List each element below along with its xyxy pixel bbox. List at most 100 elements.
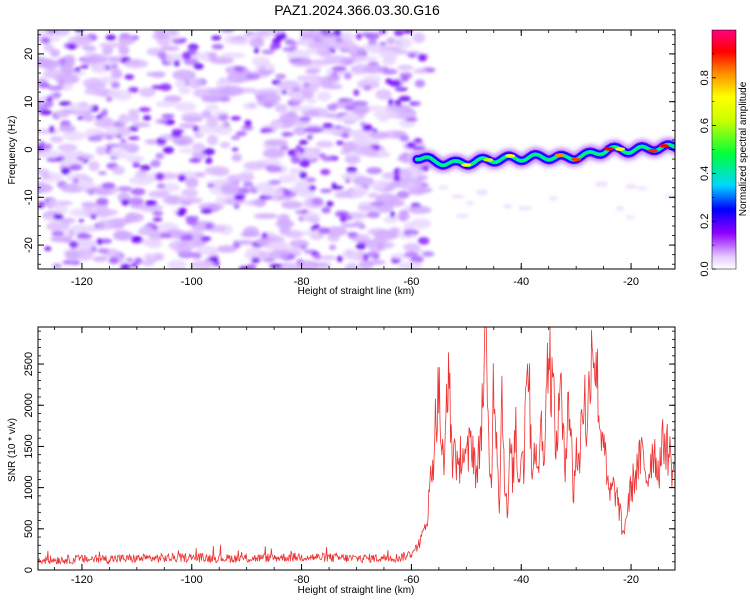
noise-blob [207, 134, 219, 146]
noise-blob [231, 147, 239, 152]
noise-blob [278, 174, 298, 184]
signal-hotspot [615, 147, 626, 151]
noise-blob [315, 140, 334, 148]
noise-blob [344, 154, 361, 165]
signal-hotspot [604, 147, 615, 151]
noise-blob [226, 73, 247, 84]
noise-blob [43, 43, 54, 52]
noise-blob [388, 79, 401, 87]
spectrogram-signal-trace [408, 136, 675, 174]
noise-blob [107, 90, 121, 98]
noise-blob [40, 37, 51, 44]
noise-blob [363, 75, 382, 82]
noise-blob [262, 148, 286, 159]
snr-ticks: -120 -100 -80 -60 -40 -20 0 500 1000 1500 2000 2500 [23, 327, 675, 586]
noise-blob [211, 35, 222, 41]
noise-blob [329, 244, 336, 250]
noise-blob [394, 87, 408, 92]
noise-blob [334, 191, 349, 199]
x-tick-label: -100 [181, 276, 203, 288]
noise-blob [306, 134, 313, 141]
noise-blob [159, 83, 172, 91]
noise-blob [69, 208, 88, 217]
noise-blob [151, 33, 170, 40]
noise-blob [46, 157, 59, 162]
noise-blob [277, 213, 290, 225]
noise-blob [421, 251, 435, 257]
noise-blob [46, 96, 53, 103]
noise-blob [291, 156, 301, 164]
noise-blob [161, 113, 175, 119]
noise-blob [105, 135, 114, 140]
noise-blob [108, 257, 119, 264]
noise-blob [304, 68, 321, 75]
noise-blob [156, 183, 166, 189]
noise-blob [393, 174, 401, 182]
noise-blob [82, 113, 95, 122]
x-tick-label: -40 [513, 574, 529, 586]
noise-blob [320, 188, 332, 193]
noise-blob [397, 212, 410, 221]
noise-blob [401, 75, 409, 82]
noise-blob [313, 223, 321, 229]
noise-blob [625, 215, 636, 219]
noise-blob [230, 135, 241, 140]
noise-blob [244, 33, 270, 41]
noise-blob [209, 57, 234, 64]
noise-blob [301, 110, 321, 117]
noise-blob [205, 223, 214, 230]
noise-blob [333, 125, 343, 130]
noise-blob [316, 91, 331, 102]
noise-blob [146, 71, 166, 77]
x-tick-label: -80 [294, 276, 310, 288]
noise-blob [219, 141, 231, 149]
noise-blob [267, 240, 287, 250]
noise-blob [406, 142, 416, 149]
noise-blob [55, 205, 68, 215]
noise-blob [366, 167, 383, 175]
noise-blob [253, 213, 279, 219]
noise-blob [283, 189, 293, 197]
colorbar-tick-label: 0.8 [699, 70, 711, 85]
noise-blob [101, 45, 113, 56]
noise-blob [69, 260, 81, 265]
noise-blob [77, 179, 95, 190]
noise-blob [50, 235, 72, 242]
snr-frame [37, 326, 676, 571]
noise-blob [375, 89, 392, 100]
noise-blob [117, 186, 132, 192]
noise-blob [47, 30, 57, 34]
noise-blob [215, 79, 232, 88]
spectrogram-x-axis-label: Height of straight line (km) [298, 286, 415, 297]
noise-blob [120, 263, 131, 269]
noise-blob [205, 157, 213, 165]
noise-blob [327, 73, 341, 84]
noise-blob [68, 102, 93, 112]
noise-blob [407, 53, 417, 58]
colorbar-tick-label: 0.4 [699, 166, 711, 181]
noise-blob [117, 126, 131, 137]
noise-blob [144, 200, 155, 207]
signal-trace-layer [415, 143, 675, 167]
noise-blob [98, 171, 107, 176]
noise-blob [476, 189, 489, 196]
noise-blob [132, 122, 151, 128]
noise-blob [38, 150, 61, 159]
noise-blob [324, 55, 349, 65]
spectrogram-noise-region [38, 30, 675, 269]
noise-blob [188, 78, 203, 89]
noise-blob [44, 246, 52, 251]
noise-blob [244, 119, 252, 128]
noise-blob [283, 38, 295, 44]
noise-blob [142, 115, 152, 121]
noise-blob [218, 96, 231, 102]
noise-blob [230, 116, 241, 121]
noise-blob [344, 262, 360, 269]
noise-blob [348, 185, 368, 197]
noise-blob [138, 107, 151, 113]
noise-blob [331, 182, 337, 188]
noise-blob [191, 251, 202, 259]
noise-blob [110, 81, 120, 89]
noise-blob [289, 105, 315, 112]
noise-blob [70, 224, 88, 231]
